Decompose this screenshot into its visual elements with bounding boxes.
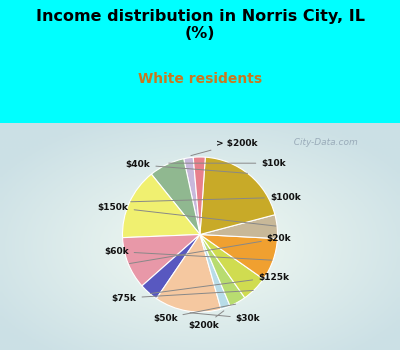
Text: $75k: $75k [112, 290, 253, 302]
Text: $40k: $40k [126, 160, 248, 173]
Wedge shape [193, 157, 205, 234]
Text: $30k: $30k [190, 313, 260, 323]
Text: $20k: $20k [130, 234, 291, 264]
Text: > $200k: > $200k [191, 139, 258, 156]
Text: White residents: White residents [138, 72, 262, 86]
Wedge shape [122, 234, 200, 286]
Text: $125k: $125k [150, 273, 289, 294]
Wedge shape [151, 159, 200, 234]
Text: $100k: $100k [131, 193, 301, 202]
Text: $10k: $10k [169, 159, 286, 168]
Wedge shape [200, 215, 278, 239]
Text: $150k: $150k [98, 203, 276, 226]
Wedge shape [200, 234, 245, 306]
Wedge shape [142, 234, 200, 299]
Text: $200k: $200k [188, 311, 224, 330]
Wedge shape [122, 174, 200, 238]
Wedge shape [200, 157, 275, 234]
Wedge shape [200, 234, 277, 279]
Wedge shape [184, 157, 200, 234]
Text: City-Data.com: City-Data.com [288, 138, 358, 147]
Text: Income distribution in Norris City, IL
(%): Income distribution in Norris City, IL (… [36, 9, 364, 41]
Wedge shape [200, 234, 264, 298]
Wedge shape [200, 234, 230, 309]
Text: $50k: $50k [153, 304, 236, 323]
Wedge shape [156, 234, 221, 312]
Text: $60k: $60k [104, 247, 272, 260]
